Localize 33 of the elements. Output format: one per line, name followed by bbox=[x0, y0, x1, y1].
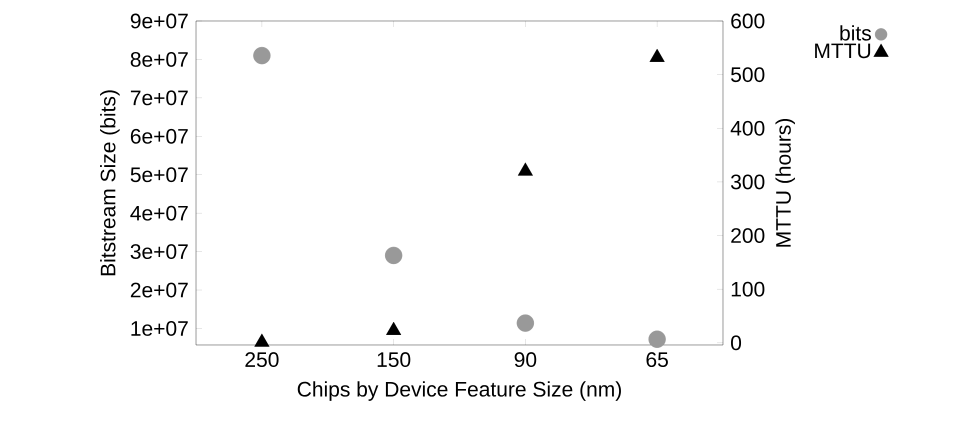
point bbox=[386, 322, 402, 335]
y2-tick-label: 0 bbox=[731, 335, 742, 350]
y-tick-label: 2e+07 bbox=[130, 282, 188, 298]
y2-tick-label: 600 bbox=[731, 14, 764, 28]
y-tick-label: 6e+07 bbox=[130, 128, 188, 144]
y-tick-label: 3e+07 bbox=[130, 244, 188, 260]
y-tick-label: 1e+07 bbox=[131, 321, 188, 336]
point bbox=[650, 48, 665, 62]
x-tick-label: 150 bbox=[378, 352, 410, 368]
legend-label: bits bbox=[840, 25, 871, 41]
x-tick-label: 90 bbox=[514, 352, 536, 368]
y2-tick-label: 200 bbox=[731, 228, 764, 243]
y2-tick-label: 500 bbox=[731, 67, 764, 82]
x-axis-title: Chips by Device Feature Size (nm) bbox=[298, 381, 621, 401]
x-tick-label: 65 bbox=[646, 352, 668, 368]
point bbox=[516, 314, 534, 332]
point bbox=[254, 334, 270, 347]
x-tick-label: 250 bbox=[245, 352, 279, 368]
point bbox=[518, 162, 533, 176]
y2-tick-label: 400 bbox=[730, 120, 764, 136]
y2-tick-label: 300 bbox=[731, 174, 764, 190]
y-tick-label: 4e+07 bbox=[130, 206, 188, 221]
y2-tick-label: 100 bbox=[732, 282, 764, 297]
point bbox=[384, 246, 402, 264]
y-tick-label: 5e+07 bbox=[130, 167, 188, 182]
y-tick-label: 7e+07 bbox=[130, 90, 188, 106]
y-axis-title: Bitstream Size (bits) bbox=[100, 90, 120, 276]
point bbox=[253, 46, 271, 64]
y-tick-label: 9e+07 bbox=[130, 14, 188, 28]
point bbox=[648, 330, 666, 348]
y2-axis-title: MTTU (hours) bbox=[775, 118, 795, 247]
y-tick-label: 8e+07 bbox=[130, 52, 188, 67]
legend-label: MTTU bbox=[815, 44, 870, 58]
